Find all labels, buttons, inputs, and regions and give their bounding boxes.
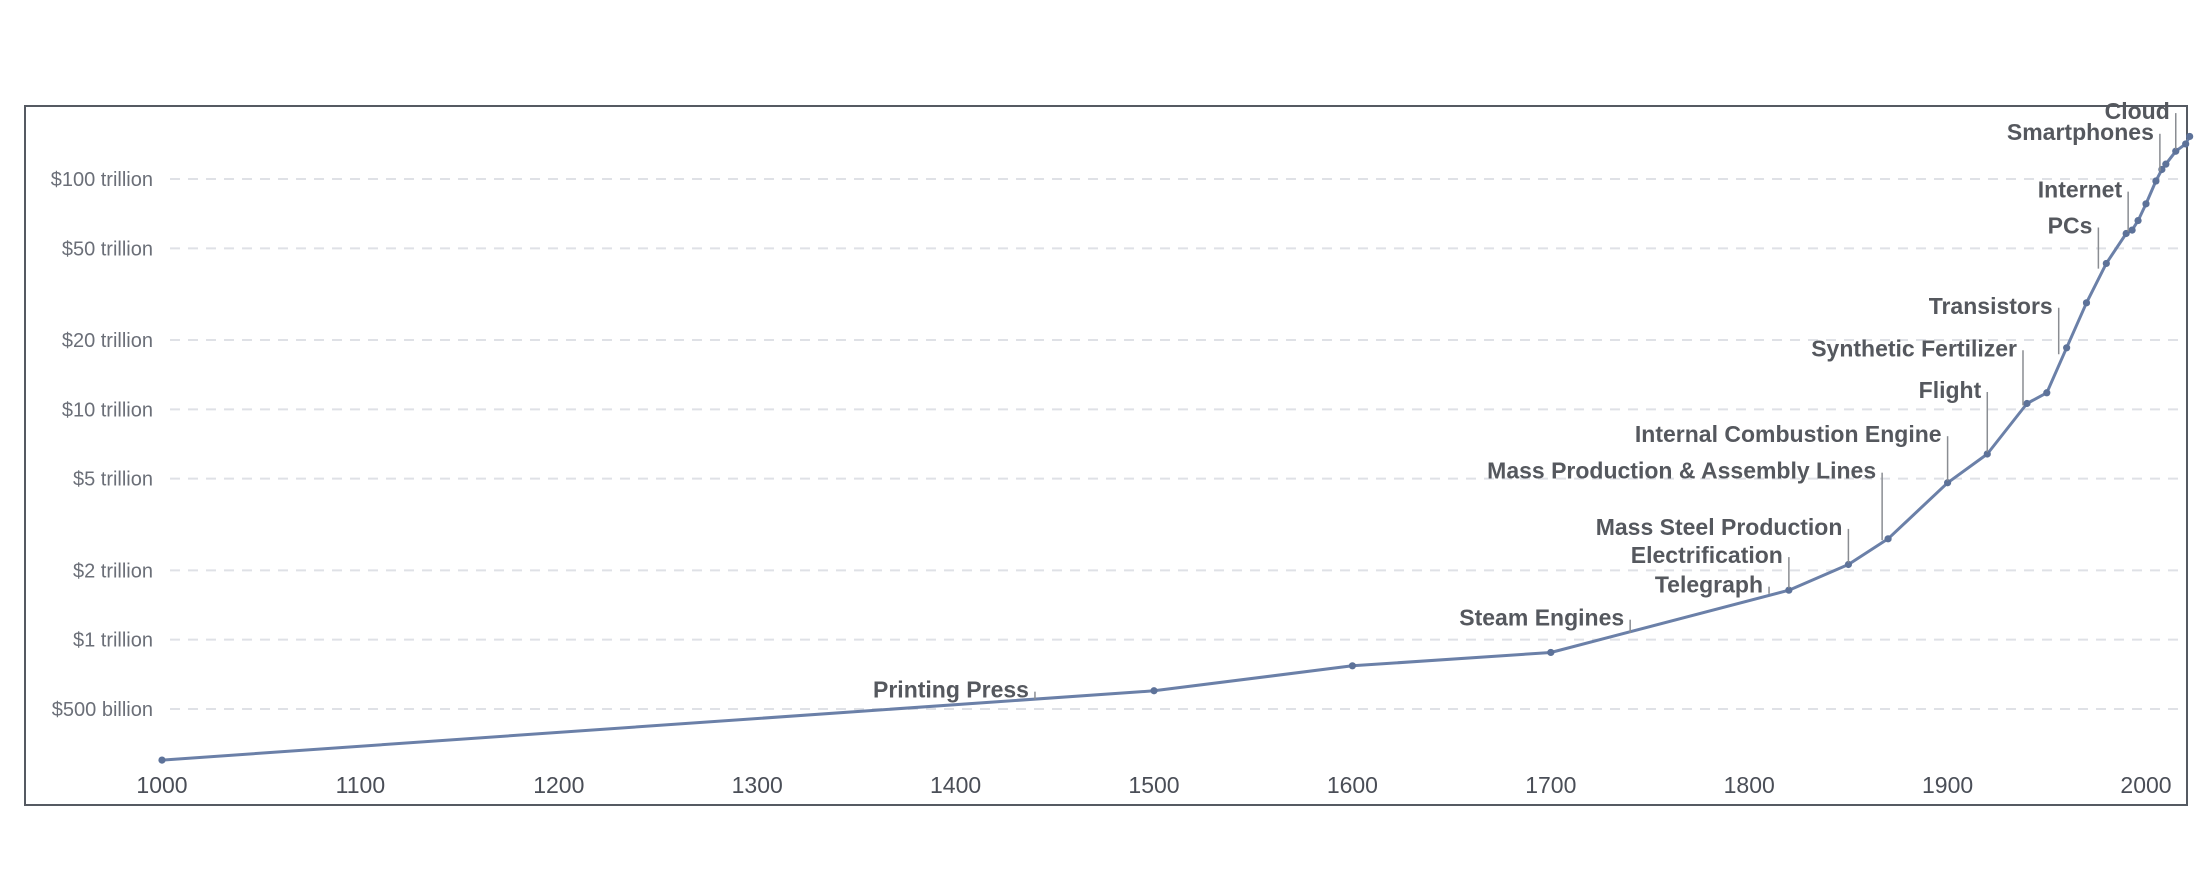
data-point: [1547, 648, 1555, 657]
x-tick-label: 1300: [732, 772, 783, 798]
data-point: [1944, 479, 1952, 487]
annotation-label: Mass Steel Production: [1596, 514, 1843, 540]
x-tick-label: 1100: [336, 772, 385, 798]
y-tick-label: $10 trillion: [62, 399, 153, 421]
annotation-label: Cloud: [2105, 98, 2170, 124]
series-line: [161, 135, 2191, 762]
y-tick-label: $50 trillion: [62, 238, 153, 260]
data-point: [2172, 147, 2180, 155]
x-tick-label: 1900: [1922, 772, 1973, 798]
x-tick-label: 1700: [1525, 772, 1576, 798]
x-tick-label: 1200: [533, 772, 584, 798]
data-point: [2082, 299, 2091, 307]
annotation-label: Mass Production & Assembly Lines: [1487, 458, 1876, 484]
data-point: [2122, 229, 2130, 238]
annotation-label: Transistors: [1929, 293, 2053, 319]
series-layer: [158, 132, 2194, 764]
y-tick-label: $2 trillion: [73, 560, 153, 582]
x-tick-label: 1600: [1327, 772, 1378, 798]
data-point: [1348, 662, 1356, 670]
grid-lines: [170, 178, 2181, 710]
y-tick-label: $20 trillion: [62, 330, 153, 352]
data-point: [2043, 389, 2051, 397]
annotation-label: PCs: [2048, 212, 2093, 238]
y-tick-label: $100 trillion: [51, 169, 153, 191]
annotations: Printing Press Steam Engines Telegraph Elec…: [873, 98, 2177, 703]
annotation-label: Flight: [1919, 377, 1982, 403]
annotation-label: Synthetic Fertilizer: [1811, 335, 2017, 361]
x-tick-label: 1500: [1128, 772, 1179, 798]
y-axis-ticks: $500 billion $1 trillion $2 trillion $5 tri…: [51, 169, 153, 721]
annotation-label: Electrification: [1631, 542, 1783, 568]
data-point: [2134, 216, 2142, 225]
y-tick-label: $5 trillion: [73, 469, 153, 491]
plot-frame: [24, 105, 2188, 806]
annotation-label: Smartphones: [2007, 119, 2154, 145]
y-tick-label: $1 trillion: [73, 630, 153, 652]
annotation-label: Internal Combustion Engine: [1635, 421, 1942, 447]
y-tick-label: $500 billion: [52, 699, 153, 721]
x-axis-ticks: 1000 1100 1200 1300 1400 1500 1600 1700 1800 1900…: [136, 772, 2171, 798]
data-point: [2162, 160, 2170, 168]
annotation-label: Telegraph: [1655, 572, 1763, 598]
data-point: [2063, 344, 2071, 352]
data-point: [2142, 200, 2150, 208]
data-point: [2182, 140, 2190, 148]
x-tick-label: 1400: [930, 772, 981, 798]
data-point: [2102, 259, 2110, 268]
data-point: [2023, 399, 2031, 408]
data-point: [1844, 560, 1852, 569]
data-point: [1884, 535, 1892, 543]
data-point: [1150, 687, 1158, 695]
annotation-label: Steam Engines: [1459, 605, 1624, 631]
annotation-label: Printing Press: [873, 677, 1029, 703]
x-tick-label: 2000: [2120, 772, 2171, 798]
data-point: [158, 756, 166, 764]
data-point: [2128, 226, 2136, 234]
x-tick-label: 1000: [136, 772, 187, 798]
data-point: [1983, 450, 1991, 458]
x-tick-label: 1800: [1724, 772, 1775, 798]
data-point: [2152, 177, 2160, 185]
annotation-label: Internet: [2038, 177, 2123, 203]
data-point: [1785, 586, 1793, 594]
data-point: [2186, 132, 2194, 141]
